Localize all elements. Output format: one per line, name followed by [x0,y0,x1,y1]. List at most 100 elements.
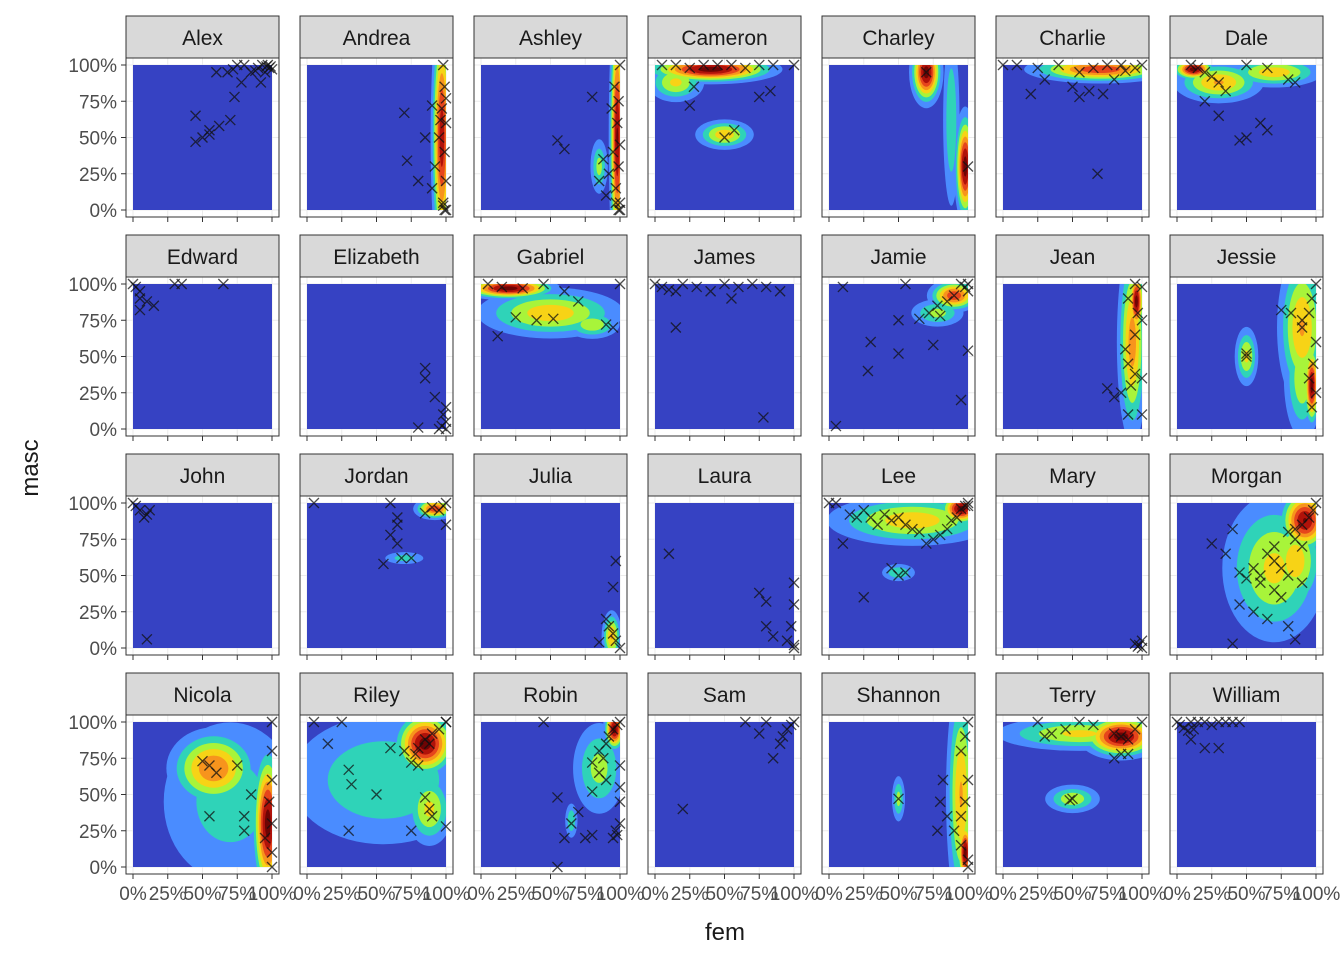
data-point [1206,538,1218,550]
data-point [384,497,396,509]
data-point [1136,716,1148,728]
data-point [436,103,448,114]
density-contour [1258,67,1290,78]
data-point [1122,358,1134,370]
data-point [1136,314,1148,326]
data-point [1108,752,1120,764]
data-point [391,538,403,550]
data-point [1282,570,1294,581]
y-tick-label: 100% [68,275,117,296]
data-point [684,100,696,112]
data-point [398,107,410,119]
density-layer [1177,503,1316,648]
facet-strip [821,234,976,278]
data-point [1025,88,1037,100]
x-tick-label: 0% [467,884,495,905]
data-point [1199,716,1211,728]
facet-edward: Edward 0% 25% 50% 75% 100% [68,234,280,441]
data-point [753,587,765,599]
y-tick-label: 0% [90,639,118,660]
data-point [1087,719,1099,731]
data-point [920,66,932,78]
density-base [133,503,272,648]
data-point [1261,124,1273,136]
data-point [1032,62,1044,74]
density-contour [1134,295,1138,308]
facet-riley: Riley 0% 25%50%75%100% [293,672,470,905]
data-point [440,175,452,187]
data-point [913,313,925,325]
density-layer [1003,284,1142,429]
data-point [1032,716,1044,728]
density-layer [481,65,620,210]
data-point [210,767,222,779]
data-point [1101,382,1113,394]
data-point [1039,731,1051,742]
data-point [492,330,504,342]
data-point [1129,62,1141,74]
facet-title: Gabriel [517,246,585,269]
data-point [496,281,508,293]
data-point [547,313,559,325]
data-point [1310,336,1322,348]
data-point [439,146,451,158]
data-point [614,642,626,654]
data-point [405,552,417,564]
data-point [959,731,971,742]
data-point [1296,314,1308,326]
data-point [238,825,250,837]
data-point [405,757,417,769]
density-contour [698,66,723,72]
facet-title: Lee [881,465,916,488]
data-point [830,420,842,432]
x-tick-label: 75% [392,884,430,905]
facet-jessie: Jessie [1169,234,1324,441]
data-point [593,636,605,648]
data-point [266,774,278,786]
data-point [141,295,153,307]
data-point [955,503,967,515]
data-point [1129,278,1141,290]
facet-lee: Lee [821,453,976,660]
facet-charlie: Charlie [995,15,1150,222]
facet-title: Edward [167,246,238,269]
data-point [1122,748,1134,760]
data-point [1132,307,1144,319]
x-tick-label: 50% [879,884,917,905]
data-point [1213,76,1225,88]
data-point [1122,733,1134,745]
x-tick-label: 50% [357,884,395,905]
facet-strip [1169,453,1324,497]
data-point [603,731,615,742]
y-tick-label: 75% [79,749,117,770]
data-point [1136,59,1148,71]
density-base [307,503,446,648]
facet-ashley: Ashley [473,15,628,222]
data-point [663,548,675,560]
data-point [1296,541,1308,552]
facet-cameron: Cameron [647,15,802,222]
data-point [893,348,904,360]
data-point [426,501,438,513]
data-point [384,529,396,541]
density-contour [198,755,229,782]
data-point [437,409,449,420]
x-tick-label: 50% [705,884,743,905]
data-point [760,620,772,632]
density-layer [655,722,794,867]
data-point [405,825,417,837]
data-point [1199,742,1211,754]
data-point [607,581,619,593]
data-point [1241,351,1252,362]
data-point [1097,88,1109,100]
data-point [785,620,797,632]
data-point [788,642,800,654]
data-point [439,81,451,93]
facet-title: Terry [1049,684,1096,707]
data-point [176,278,188,290]
data-point [1303,372,1315,384]
data-point [565,818,577,829]
data-point [1119,65,1131,77]
data-point [572,295,584,307]
data-point [955,810,967,822]
